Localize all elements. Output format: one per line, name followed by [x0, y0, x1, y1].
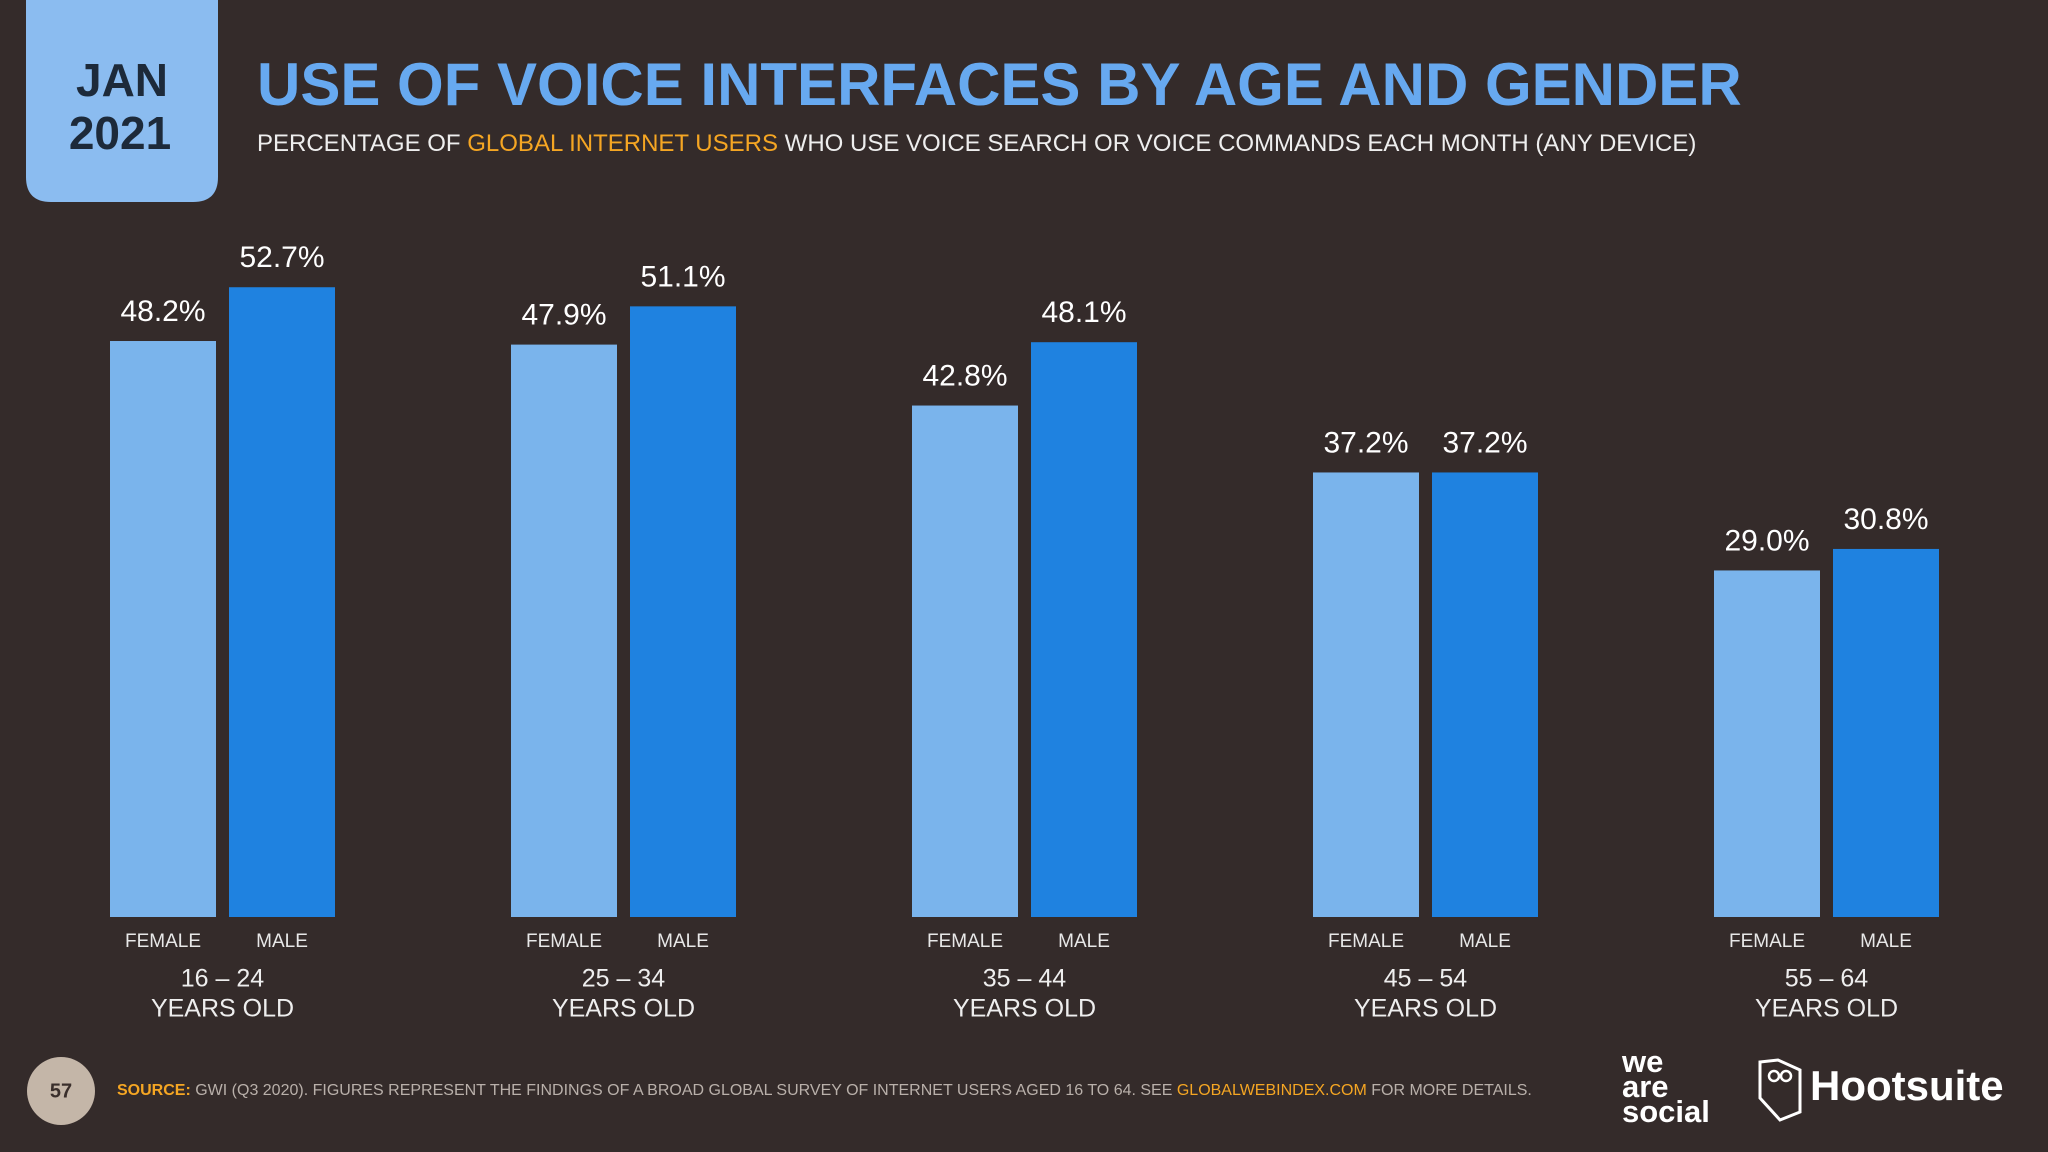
series-label: MALE — [1058, 931, 1110, 952]
bar — [1432, 472, 1538, 917]
category-label: 45 – 54 — [1384, 965, 1468, 993]
value-label: 52.7% — [239, 241, 324, 274]
value-label: 42.8% — [922, 359, 1007, 392]
series-label: FEMALE — [526, 931, 602, 952]
date-badge — [26, 0, 218, 202]
brand-line: are — [1622, 1069, 1669, 1104]
value-label: 30.8% — [1843, 503, 1928, 536]
badge-year: 2021 — [69, 107, 171, 159]
value-label: 29.0% — [1724, 524, 1809, 557]
category-label: YEARS OLD — [1755, 995, 1898, 1023]
category-label: 55 – 64 — [1785, 965, 1869, 993]
brand-line: social — [1622, 1094, 1710, 1129]
owl-icon — [1758, 1058, 1802, 1122]
page-number: 57 — [50, 1080, 72, 1102]
owl-eye — [1779, 1069, 1793, 1083]
subtitle: PERCENTAGE OF GLOBAL INTERNET USERS WHO … — [257, 130, 1696, 157]
owl-eye — [1767, 1069, 1781, 1083]
bar — [511, 344, 617, 918]
value-label: 48.2% — [120, 295, 205, 328]
source-note: SOURCE: GWI (Q3 2020). FIGURES REPRESENT… — [117, 1082, 1532, 1099]
category-label: YEARS OLD — [552, 995, 695, 1023]
series-label: MALE — [657, 931, 709, 952]
badge-month: JAN — [76, 54, 168, 106]
bar — [110, 341, 216, 917]
category-label: 16 – 24 — [181, 965, 265, 993]
subtitle-text: PERCENTAGE OF — [257, 130, 467, 157]
value-label: 48.1% — [1041, 296, 1126, 329]
source-link: GLOBALWEBINDEX.COM — [1177, 1082, 1367, 1099]
page-badge — [27, 1057, 95, 1125]
brand-name: Hootsuite — [1810, 1062, 2004, 1109]
bar — [630, 306, 736, 918]
series-label: FEMALE — [1729, 931, 1805, 952]
source-label: SOURCE: — [117, 1082, 191, 1099]
value-label: 51.1% — [640, 260, 725, 293]
category-label: YEARS OLD — [151, 995, 294, 1023]
category-label: YEARS OLD — [953, 995, 1096, 1023]
source-text: GWI (Q3 2020). FIGURES REPRESENT THE FIN… — [191, 1082, 1177, 1099]
category-label: 25 – 34 — [582, 965, 666, 993]
series-label: MALE — [1459, 931, 1511, 952]
series-label: MALE — [256, 931, 308, 952]
value-label: 37.2% — [1323, 426, 1408, 459]
series-label: FEMALE — [927, 931, 1003, 952]
chart-title: USE OF VOICE INTERFACES BY AGE AND GENDE… — [257, 51, 1742, 118]
series-label: MALE — [1860, 931, 1912, 952]
source-text: FOR MORE DETAILS. — [1367, 1082, 1532, 1099]
bar — [1313, 472, 1419, 917]
subtitle-text: WHO USE VOICE SEARCH OR VOICE COMMANDS E… — [778, 130, 1696, 157]
bar — [1031, 342, 1137, 918]
value-label: 47.9% — [521, 299, 606, 332]
bar — [912, 405, 1018, 917]
subtitle-highlight: GLOBAL INTERNET USERS — [467, 130, 778, 157]
bar — [229, 287, 335, 917]
bar — [1714, 570, 1820, 917]
bar — [1833, 548, 1939, 917]
category-label: YEARS OLD — [1354, 995, 1497, 1023]
series-label: FEMALE — [125, 931, 201, 952]
series-label: FEMALE — [1328, 931, 1404, 952]
category-label: 35 – 44 — [983, 965, 1067, 993]
brand-line: we — [1621, 1044, 1663, 1079]
value-label: 37.2% — [1442, 426, 1527, 459]
